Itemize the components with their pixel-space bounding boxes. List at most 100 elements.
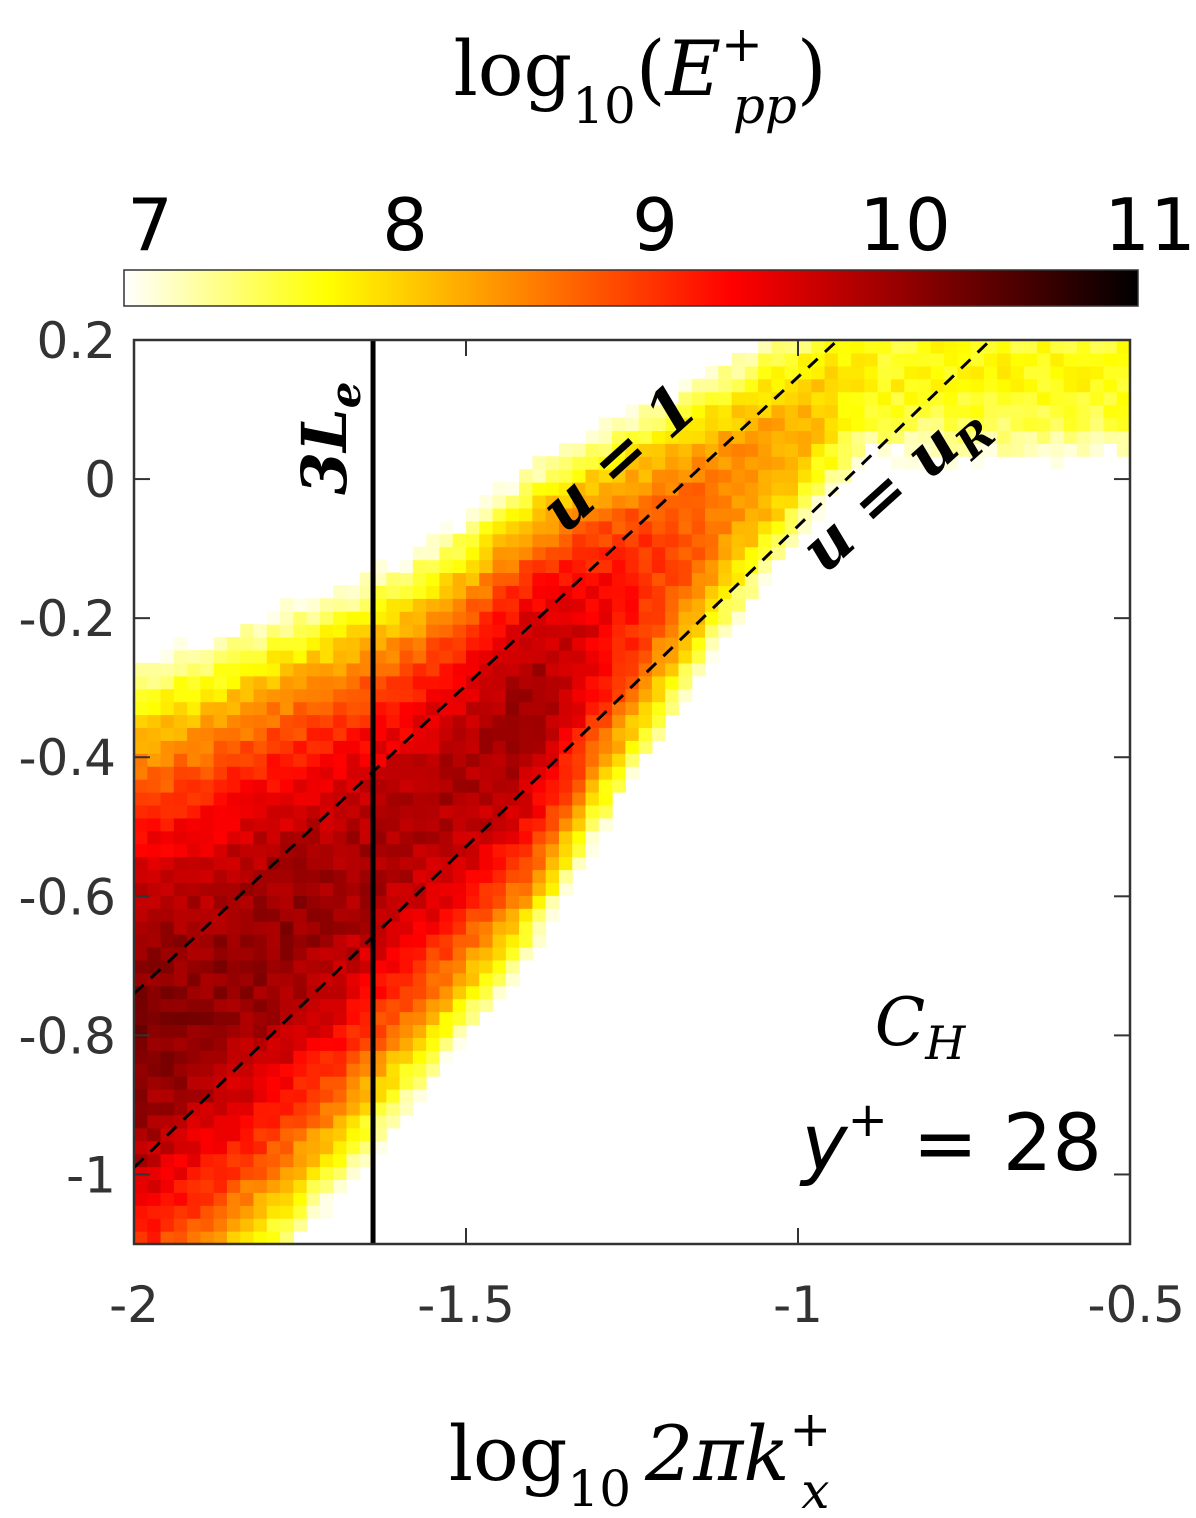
heatmap-cell	[293, 1166, 308, 1181]
heatmap-cell	[293, 1179, 308, 1193]
heatmap-cell	[744, 456, 759, 470]
heatmap-cell	[1010, 352, 1025, 367]
heatmap-cell	[333, 753, 348, 767]
heatmap-cell	[439, 714, 454, 729]
heatmap-cell	[240, 624, 255, 638]
heatmap-cell	[359, 637, 374, 651]
heatmap-cell	[771, 404, 786, 419]
heatmap-cell	[452, 688, 467, 703]
heatmap-cell	[665, 649, 680, 664]
heatmap-cell	[519, 830, 533, 845]
heatmap-cell	[173, 727, 188, 741]
heatmap-cell	[187, 908, 201, 922]
heatmap-cell	[226, 985, 241, 1000]
heatmap-cell	[771, 417, 786, 431]
heatmap-cell	[1090, 443, 1105, 457]
heatmap-cell	[386, 985, 401, 1000]
heatmap-cell	[638, 727, 653, 741]
heatmap-cell	[173, 1076, 188, 1090]
heatmap-cell	[226, 972, 241, 987]
heatmap-cell	[558, 482, 573, 496]
heatmap-cell	[598, 443, 613, 457]
heatmap-cell	[412, 985, 427, 1000]
heatmap-cell	[386, 1101, 401, 1116]
heatmap-cell	[399, 779, 414, 793]
heatmap-cell	[319, 830, 334, 845]
heatmap-cell	[466, 779, 480, 793]
heatmap-cell	[373, 817, 387, 832]
heatmap-cell	[519, 675, 533, 690]
heatmap-cell	[452, 792, 467, 806]
y-tick-label: -0.4	[18, 729, 116, 787]
heatmap-cell	[572, 559, 587, 574]
heatmap-cell	[160, 1179, 175, 1193]
heatmap-cell	[612, 779, 626, 793]
heatmap-cell	[160, 1076, 175, 1090]
heatmap-cell	[466, 985, 480, 1000]
heatmap-cell	[545, 456, 560, 470]
heatmap-cell	[280, 1089, 294, 1103]
heatmap-cell	[226, 1037, 241, 1051]
heatmap-cell	[705, 469, 719, 483]
heatmap-cell	[598, 766, 613, 780]
heatmap-cell	[147, 1192, 162, 1206]
heatmap-cell	[718, 520, 733, 535]
heatmap-cell	[519, 753, 533, 767]
heatmap-cell	[585, 804, 600, 819]
heatmap-cell	[638, 546, 653, 561]
heatmap-cell	[545, 843, 560, 858]
heatmap-cell	[1023, 430, 1038, 444]
heatmap-cell	[226, 908, 241, 922]
heatmap-cell	[625, 766, 640, 780]
heatmap-cell	[678, 443, 693, 457]
y-tick-label: -1	[66, 1146, 116, 1204]
heatmap-cell	[798, 482, 812, 496]
heatmap-cell	[399, 598, 414, 612]
heatmap-cell	[1116, 443, 1130, 457]
heatmap-cell	[134, 895, 148, 909]
heatmap-cell	[452, 546, 467, 561]
heatmap-cell	[479, 662, 494, 677]
heatmap-cell	[187, 882, 201, 896]
heatmap-cell	[386, 753, 401, 767]
heatmap-cell	[705, 443, 719, 457]
heatmap-cell	[280, 611, 294, 625]
heatmap-cell	[452, 727, 467, 741]
heatmap-cell	[160, 946, 175, 961]
heatmap-cell	[758, 443, 773, 457]
heatmap-cell	[134, 727, 148, 741]
heatmap-cell	[280, 1218, 294, 1232]
heatmap-cell	[598, 817, 613, 832]
heatmap-cell	[705, 404, 719, 419]
heatmap-cell	[173, 998, 188, 1013]
heatmap-cell	[612, 701, 626, 716]
heatmap-cell	[811, 404, 826, 419]
y-tick-label: -0.6	[18, 868, 116, 926]
heatmap-cell	[558, 456, 573, 470]
heatmap-cell	[519, 598, 533, 612]
heatmap-cell	[944, 417, 958, 431]
colorbar-tick-label: 10	[859, 183, 951, 267]
heatmap-cell	[333, 662, 348, 677]
heatmap-cell	[173, 637, 188, 651]
heatmap-cell	[253, 1127, 268, 1142]
heatmap-cell	[359, 1011, 374, 1026]
heatmap-cell	[359, 740, 374, 754]
heatmap-cell	[744, 546, 759, 561]
heatmap-cell	[373, 1089, 387, 1103]
heatmap-cell	[226, 753, 241, 767]
heatmap-cell	[532, 456, 547, 470]
heatmap-cell	[412, 792, 427, 806]
heatmap-cell	[266, 1166, 281, 1181]
heatmap-cell	[479, 585, 494, 599]
heatmap-cell	[691, 378, 706, 393]
heatmap-cell	[678, 585, 693, 599]
heatmap-cell	[293, 1050, 308, 1064]
heatmap-cell	[160, 998, 175, 1013]
heatmap-cell	[997, 340, 1012, 354]
heatmap-cell	[904, 340, 919, 354]
heatmap-cell	[226, 1179, 241, 1193]
heatmap-cell	[439, 856, 454, 871]
heatmap-cell	[519, 843, 533, 858]
heatmap-cell	[426, 1050, 441, 1064]
